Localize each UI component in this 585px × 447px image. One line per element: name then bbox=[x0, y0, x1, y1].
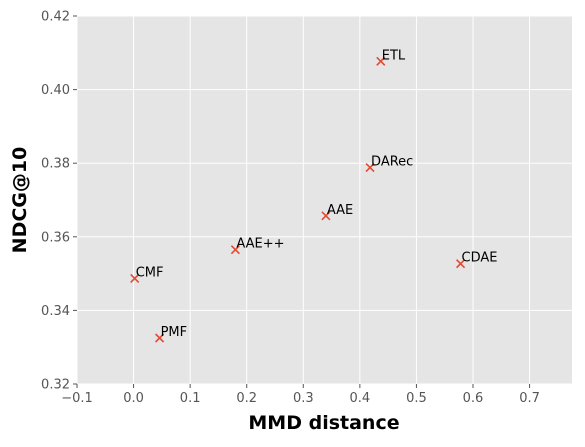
point-label: DARec bbox=[371, 155, 413, 170]
point-layer: ETL DARec AAE AAE++ CDAE CMF PMF bbox=[130, 48, 498, 343]
y-tick-label: 0.34 bbox=[41, 304, 70, 319]
x-tick-label: 0.3 bbox=[293, 391, 314, 406]
point-label: CDAE bbox=[462, 251, 498, 266]
point-label: AAE++ bbox=[236, 237, 284, 252]
marker-stroke bbox=[365, 163, 375, 173]
marker-stroke bbox=[376, 56, 386, 66]
point-label: PMF bbox=[161, 325, 188, 340]
y-tick-label: 0.40 bbox=[41, 83, 70, 98]
point-label: CMF bbox=[136, 265, 164, 280]
y-axis-title: NDCG@10 bbox=[9, 147, 31, 254]
tick-layer: −0.1 0.0 0.1 0.2 0.3 0.4 0.5 0.6 0.7 0.32 0.34 0.36… bbox=[41, 10, 540, 407]
marker-stroke bbox=[155, 333, 165, 343]
data-point bbox=[230, 245, 240, 255]
y-tick-label: 0.38 bbox=[41, 157, 70, 172]
point-label: AAE bbox=[327, 203, 353, 218]
marker-stroke bbox=[230, 245, 240, 255]
data-point bbox=[155, 333, 165, 343]
data-point bbox=[365, 163, 375, 173]
x-tick-label: −0.1 bbox=[61, 391, 93, 406]
marker-stroke bbox=[321, 211, 331, 221]
point-label: ETL bbox=[382, 48, 406, 63]
marker-stroke bbox=[455, 259, 466, 269]
x-tick-label: 0.6 bbox=[463, 391, 484, 406]
x-tick-label: 0.7 bbox=[519, 391, 540, 406]
data-point bbox=[455, 259, 466, 269]
marker-stroke bbox=[130, 273, 140, 283]
x-tick-label: 0.5 bbox=[406, 391, 427, 406]
y-tick-label: 0.32 bbox=[41, 378, 70, 393]
y-tick-label: 0.42 bbox=[41, 10, 70, 25]
x-tick-label: 0.4 bbox=[350, 391, 371, 406]
plot-background bbox=[77, 16, 572, 384]
grid-layer bbox=[76, 15, 572, 385]
x-axis-title: MMD distance bbox=[248, 412, 399, 434]
x-tick-label: 0.2 bbox=[236, 391, 257, 406]
data-point bbox=[321, 211, 331, 221]
data-point bbox=[376, 56, 386, 66]
data-point bbox=[130, 273, 140, 283]
x-tick-label: 0.0 bbox=[123, 391, 144, 406]
x-tick-label: 0.1 bbox=[180, 391, 201, 406]
y-tick-label: 0.36 bbox=[41, 230, 70, 245]
